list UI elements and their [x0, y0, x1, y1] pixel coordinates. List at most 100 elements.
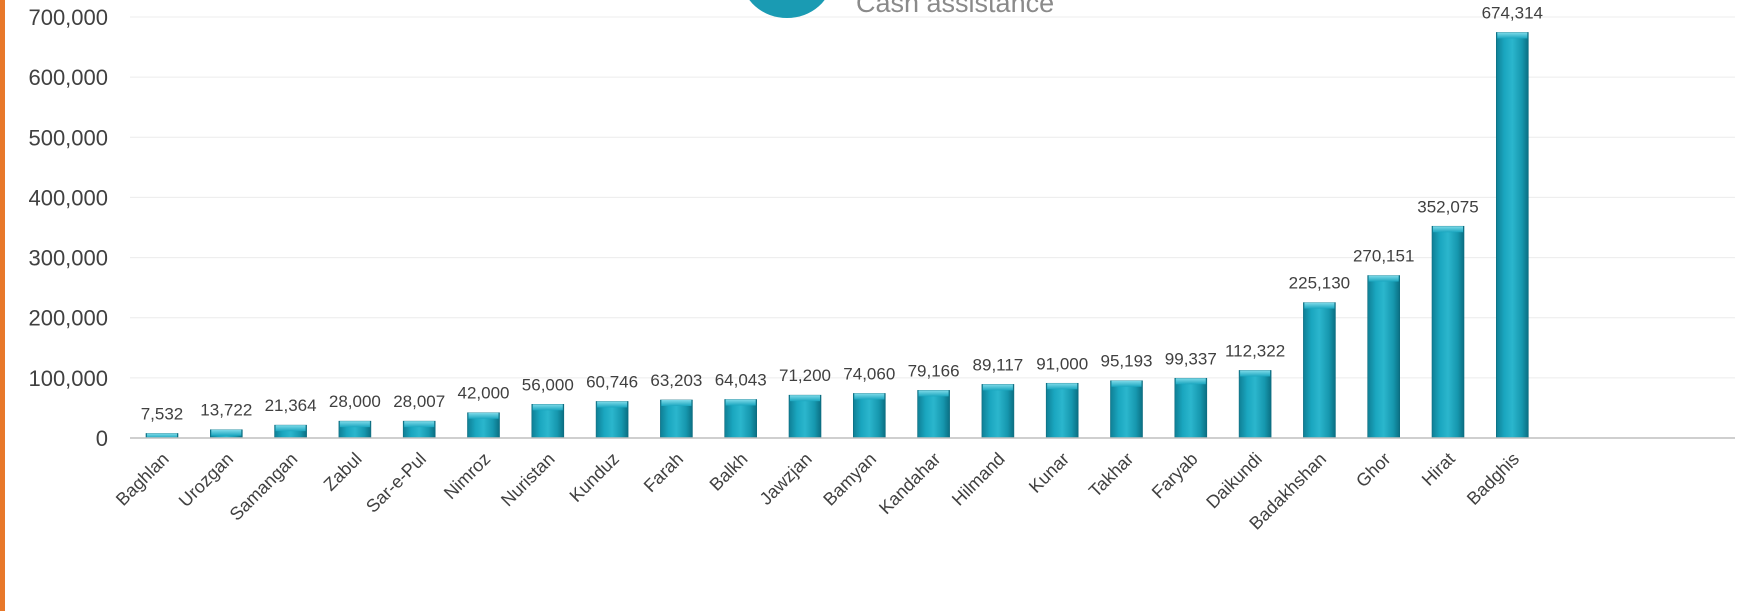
data-label: 7,532 — [141, 404, 184, 423]
bar-highlight — [1433, 226, 1463, 233]
bar-highlight — [339, 421, 370, 428]
bar — [724, 399, 758, 439]
data-label: 674,314 — [1482, 3, 1543, 22]
bar — [852, 393, 886, 439]
data-label: 91,000 — [1036, 354, 1088, 373]
data-label: 28,007 — [393, 392, 445, 411]
bar — [1110, 380, 1143, 439]
bar-body — [724, 399, 758, 439]
bar-body — [1431, 225, 1465, 439]
x-tick-label: Faryab — [1148, 449, 1202, 503]
x-tick-label: Takhar — [1085, 449, 1137, 501]
data-label: 225,130 — [1289, 274, 1350, 293]
bar-body — [981, 384, 1015, 439]
y-tick-label: 200,000 — [28, 306, 108, 331]
x-tick-label: Hirat — [1418, 449, 1459, 490]
data-label: 352,075 — [1417, 197, 1478, 216]
data-label: 13,722 — [200, 401, 252, 420]
x-tick-label: Zabul — [320, 449, 366, 495]
bar-body — [788, 394, 822, 439]
gridlines — [130, 16, 1735, 379]
bar-highlight — [1497, 32, 1528, 39]
bar-body — [1496, 32, 1529, 439]
bar — [917, 390, 950, 439]
x-tick-label: Baghlan — [112, 449, 173, 510]
bar-highlight — [1368, 275, 1399, 282]
bar-body — [660, 399, 693, 439]
data-label: 99,337 — [1165, 349, 1217, 368]
bar-highlight — [1304, 302, 1335, 309]
bar-highlight — [275, 425, 306, 432]
bar-highlight — [468, 412, 499, 419]
bar — [981, 384, 1015, 439]
data-label: 112,322 — [1225, 341, 1285, 360]
bar-highlight — [597, 401, 628, 408]
bar — [338, 420, 372, 439]
bar-body — [595, 401, 629, 439]
bar-highlight — [211, 429, 242, 436]
y-tick-label: 0 — [96, 426, 108, 451]
bar — [1431, 225, 1465, 439]
bar-highlight — [1240, 370, 1271, 377]
bar-highlight — [725, 399, 756, 406]
x-tick-label: Jawzjan — [756, 449, 816, 509]
legend-label: Cash assistance — [856, 0, 1055, 18]
data-label: 28,000 — [329, 392, 381, 411]
bar-body — [1045, 382, 1079, 439]
bar-highlight — [982, 384, 1013, 391]
bars — [145, 32, 1529, 439]
y-tick-label: 700,000 — [28, 5, 108, 30]
data-label: 60,746 — [586, 372, 638, 391]
bar — [1367, 275, 1400, 439]
bar-highlight — [790, 395, 820, 402]
bar-highlight — [918, 390, 949, 397]
x-tick-label: Nimroz — [440, 449, 494, 503]
bar — [660, 399, 693, 439]
y-tick-label: 100,000 — [28, 366, 108, 391]
x-tick-label: Bamyan — [819, 449, 880, 510]
bar-body — [1367, 275, 1400, 439]
x-tick-label: Nuristan — [497, 449, 559, 511]
bar — [1496, 32, 1529, 439]
bar — [1045, 382, 1079, 439]
y-tick-label: 600,000 — [28, 65, 108, 90]
bar — [595, 401, 629, 439]
bar-body — [1174, 377, 1208, 439]
data-label: 42,000 — [458, 384, 510, 403]
data-labels: 7,532 13,722 21,364 28,000 28,007 42,000 56,00… — [141, 3, 1543, 423]
bar-body — [1110, 380, 1143, 439]
data-label: 64,043 — [715, 370, 767, 389]
x-tick-label: Ghor — [1352, 449, 1394, 491]
bar — [1174, 377, 1208, 439]
x-tick-label: Hilmand — [948, 449, 1009, 510]
x-tick-label: Badghis — [1463, 449, 1523, 509]
data-label: 63,203 — [650, 371, 702, 390]
bar — [210, 429, 243, 439]
x-tick-label: Samangan — [226, 449, 302, 525]
data-label: 95,193 — [1101, 352, 1153, 371]
y-tick-label: 500,000 — [28, 125, 108, 150]
y-axis-tick-labels: 0 100,000 200,000 300,000 400,000 500,000 600,… — [28, 5, 108, 451]
x-tick-label: Balkh — [706, 449, 752, 495]
bar — [531, 404, 565, 439]
data-label: 21,364 — [265, 396, 317, 415]
bar-body — [1303, 302, 1336, 439]
bar-body — [852, 393, 886, 439]
data-label: 79,166 — [908, 361, 960, 380]
bar-highlight — [532, 404, 563, 411]
y-tick-label: 300,000 — [28, 246, 108, 271]
data-label: 56,000 — [522, 375, 574, 394]
data-label: 71,200 — [779, 366, 831, 385]
bar — [467, 412, 500, 439]
x-tick-label: Urozgan — [175, 449, 237, 511]
x-tick-label: Farah — [640, 449, 687, 496]
y-tick-label: 400,000 — [28, 185, 108, 210]
bar-body — [1238, 370, 1272, 439]
bar — [788, 394, 822, 439]
x-tick-label: Sar-e-Pul — [362, 449, 430, 517]
x-tick-label: Kunar — [1025, 449, 1073, 497]
data-label: 74,060 — [843, 364, 895, 383]
data-label: 270,151 — [1353, 247, 1414, 266]
